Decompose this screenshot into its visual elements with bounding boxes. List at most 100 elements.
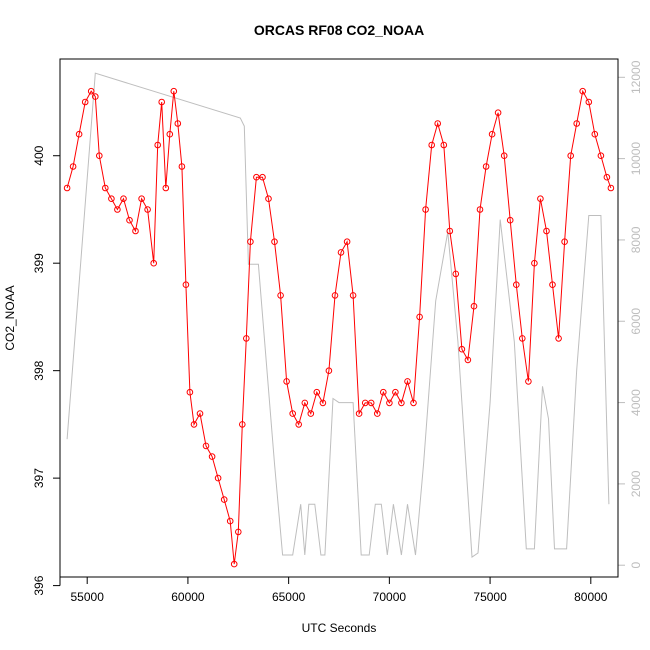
series-1-point <box>597 152 605 159</box>
y2-tick-label: 0 <box>629 562 643 569</box>
x-tick-label: 60000 <box>171 590 205 604</box>
series-1-point <box>69 163 77 170</box>
y2-tick-label: 4000 <box>629 389 643 416</box>
series-2-line <box>66 72 610 559</box>
y2-tick-label: 2000 <box>629 470 643 497</box>
x-tick-label: 55000 <box>71 590 105 604</box>
series-1-point <box>265 195 272 202</box>
y2-tick-label: 8000 <box>629 226 643 253</box>
series-1-point <box>500 152 508 159</box>
series-1-point <box>531 259 538 267</box>
series-1-point <box>476 206 484 213</box>
series-1-point <box>331 292 339 299</box>
series-1-point <box>202 442 210 450</box>
y-tick-label: 397 <box>32 468 46 488</box>
series-1-point <box>579 87 587 95</box>
series-1-point <box>607 184 615 192</box>
series-1-point <box>214 474 222 482</box>
series-1-point <box>367 399 375 407</box>
y-tick-label: 396 <box>32 575 46 595</box>
series-1-point <box>349 292 357 299</box>
series-1-point <box>446 227 454 235</box>
series-1-point <box>230 560 238 568</box>
series-1-point <box>355 410 363 417</box>
series-1-point <box>102 184 109 192</box>
series-1-point <box>239 421 246 428</box>
series-1-point <box>283 378 290 385</box>
series-1-point <box>452 270 460 278</box>
y-axis-label: CO2_NOAA <box>3 285 17 350</box>
series-1-point <box>132 227 139 235</box>
y2-tick-label: 12000 <box>629 60 643 94</box>
series-1-point <box>380 388 387 396</box>
series-1-point <box>506 216 514 224</box>
series-1-point <box>337 249 345 256</box>
series-1-point <box>392 388 399 396</box>
axis-layer: 55000 60000 65000 70000 75000 800003963973983… <box>32 60 643 604</box>
series-1-point <box>271 238 278 245</box>
series-1-line <box>66 89 612 565</box>
series-1-point <box>470 302 478 310</box>
series-1-point <box>126 216 133 224</box>
series-1-point <box>573 120 581 127</box>
series-1-point <box>114 206 121 213</box>
x-tick-label: 75000 <box>473 590 507 604</box>
series-1-point <box>220 496 228 503</box>
series-1-point <box>235 528 242 536</box>
series-1-point <box>174 120 182 127</box>
series-1-point <box>428 141 436 149</box>
series-1-point <box>585 98 593 106</box>
series-1-point <box>591 130 599 138</box>
series-1-point <box>253 173 260 181</box>
series-1-point <box>63 184 71 192</box>
series-1-point <box>458 345 466 353</box>
series-1-point <box>494 109 502 116</box>
series-1-point <box>561 238 568 245</box>
series-1-point <box>190 421 198 428</box>
x-tick-label: 65000 <box>272 590 306 604</box>
series-1-point <box>482 163 490 170</box>
y-tick-label: 400 <box>32 145 46 165</box>
series-1-point <box>488 130 496 138</box>
series-1-point <box>87 87 95 95</box>
series-1-point <box>549 281 556 289</box>
series-1-point <box>537 195 544 202</box>
series-1-point <box>416 313 423 321</box>
series-1-point <box>170 87 178 95</box>
series-1-point <box>434 120 442 127</box>
series-1-point <box>343 238 351 245</box>
series-1-point <box>398 399 405 407</box>
series-1-point <box>543 227 550 235</box>
series-1-point <box>404 378 411 385</box>
series-1-point <box>555 335 562 342</box>
series-1-point <box>567 152 575 159</box>
series-1-point <box>410 399 417 407</box>
y-tick-label: 399 <box>32 253 46 273</box>
series-1-point <box>92 93 99 100</box>
series-1-point <box>81 98 89 106</box>
x-tick-label: 80000 <box>574 590 608 604</box>
series-1-point <box>525 378 532 385</box>
series-1-point <box>162 184 170 192</box>
series-1-point <box>295 421 303 428</box>
series-1-point <box>289 410 297 417</box>
series-1-point <box>513 281 520 289</box>
x-axis-label: UTC Seconds <box>302 621 377 635</box>
series-1-point <box>166 130 174 138</box>
series-1-point <box>158 98 165 106</box>
series-1-point <box>386 399 393 407</box>
series-1-point <box>440 141 448 149</box>
y2-tick-label: 6000 <box>629 308 643 335</box>
series-layer <box>63 72 615 568</box>
series-1-point <box>259 173 266 181</box>
x-tick-label: 70000 <box>373 590 407 604</box>
series-1-point <box>120 195 127 202</box>
series-1-point <box>96 152 103 159</box>
series-1-point <box>603 173 611 181</box>
series-1-point <box>226 517 234 525</box>
series-1-point <box>519 335 526 342</box>
series-1-point <box>325 367 333 375</box>
series-1-point <box>182 281 190 289</box>
series-1-point <box>178 163 186 170</box>
